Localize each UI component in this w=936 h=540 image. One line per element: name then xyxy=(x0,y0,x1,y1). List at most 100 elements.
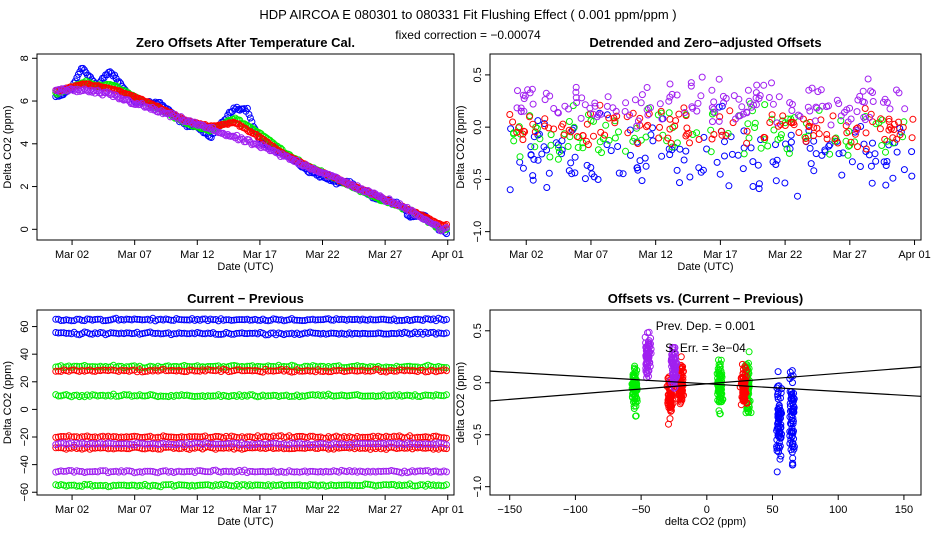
data-point-blue xyxy=(178,316,186,324)
data-point-blue xyxy=(395,316,403,324)
data-point-purple xyxy=(309,467,317,475)
data-point-purple xyxy=(254,468,262,476)
data-point-purple xyxy=(835,100,843,108)
data-point-green xyxy=(631,362,639,370)
data-point-blue xyxy=(138,330,146,338)
data-point-blue xyxy=(790,389,798,397)
data-point-red xyxy=(102,366,110,374)
data-point-purple xyxy=(246,467,254,475)
data-point-purple xyxy=(298,440,306,448)
data-point-red xyxy=(107,366,115,374)
data-point-blue xyxy=(787,138,795,146)
data-point-green xyxy=(689,131,697,138)
data-point-red xyxy=(629,109,637,117)
data-point-blue xyxy=(110,329,117,337)
data-point-blue xyxy=(614,143,622,150)
data-point-blue xyxy=(377,315,385,323)
data-point-red xyxy=(729,119,737,127)
data-point-purple xyxy=(406,207,414,215)
data-point-blue xyxy=(159,330,167,338)
data-point-green xyxy=(565,118,573,125)
data-point-green xyxy=(338,481,346,489)
data-point-blue xyxy=(773,156,781,164)
data-point-blue xyxy=(180,316,188,324)
data-point-blue xyxy=(175,316,183,323)
data-point-green xyxy=(94,392,102,400)
data-point-red xyxy=(899,124,907,131)
data-point-purple xyxy=(788,100,796,108)
data-point-green xyxy=(225,393,233,400)
data-point-red xyxy=(335,433,343,441)
data-point-purple xyxy=(288,468,296,476)
data-point-red xyxy=(178,367,186,375)
data-point-purple xyxy=(901,105,909,113)
data-point-purple xyxy=(123,467,131,475)
data-point-blue xyxy=(144,329,152,337)
data-point-red xyxy=(120,433,128,441)
data-point-red xyxy=(506,111,514,118)
data-point-red xyxy=(165,433,172,441)
data-point-purple xyxy=(893,86,900,94)
data-point-purple xyxy=(188,119,195,127)
data-point-green xyxy=(94,482,102,490)
data-point-blue xyxy=(107,329,115,337)
x-tick-label: Mar 22 xyxy=(305,504,339,516)
data-point-green xyxy=(715,356,722,364)
data-point-green xyxy=(554,155,562,163)
data-point-purple xyxy=(554,109,562,117)
data-point-green xyxy=(515,123,523,131)
data-point-blue xyxy=(233,316,241,324)
data-point-blue xyxy=(262,316,270,324)
data-point-blue xyxy=(530,155,538,163)
data-point-green xyxy=(246,391,254,399)
data-point-green xyxy=(374,481,382,489)
data-point-blue xyxy=(794,192,801,200)
data-point-blue xyxy=(774,382,782,390)
data-point-blue xyxy=(787,131,795,139)
data-point-purple xyxy=(647,334,655,342)
data-point-purple xyxy=(221,131,229,139)
data-point-purple xyxy=(669,366,677,374)
data-point-purple xyxy=(290,440,298,448)
data-point-purple xyxy=(752,94,760,102)
data-point-green xyxy=(335,481,343,489)
data-point-green xyxy=(293,481,301,489)
data-point-purple xyxy=(201,468,209,476)
data-point-green xyxy=(361,392,369,400)
data-point-green xyxy=(398,482,406,490)
data-point-green xyxy=(757,144,765,152)
data-point-blue xyxy=(374,316,382,324)
data-point-red xyxy=(601,131,609,139)
data-point-blue xyxy=(212,330,220,338)
data-point-green xyxy=(632,412,640,420)
data-point-green xyxy=(110,481,117,489)
data-point-red xyxy=(722,132,730,139)
data-point-green xyxy=(602,121,610,129)
data-point-purple xyxy=(732,115,739,123)
data-point-red xyxy=(343,367,351,375)
data-point-blue xyxy=(869,139,876,147)
data-point-red xyxy=(395,366,403,374)
data-point-red xyxy=(726,107,734,115)
y-tick-label: 2 xyxy=(19,183,31,189)
data-point-green xyxy=(598,149,605,157)
data-point-green xyxy=(144,482,152,490)
data-point-green xyxy=(277,392,285,400)
data-point-blue xyxy=(393,317,401,325)
data-point-red xyxy=(529,120,537,128)
data-point-purple xyxy=(390,467,398,475)
data-point-red xyxy=(110,433,117,441)
data-point-purple xyxy=(196,467,204,475)
data-point-red xyxy=(666,415,674,423)
data-point-green xyxy=(130,392,138,400)
data-point-red xyxy=(774,122,782,130)
data-point-red xyxy=(665,420,672,428)
data-point-blue xyxy=(534,156,542,164)
data-point-red xyxy=(739,370,747,378)
data-point-green xyxy=(785,149,793,157)
data-point-blue xyxy=(773,447,781,455)
data-point-green xyxy=(437,392,445,400)
x-tick-label: 150 xyxy=(895,504,913,516)
data-point-green xyxy=(717,371,725,379)
data-point-blue xyxy=(186,330,193,338)
